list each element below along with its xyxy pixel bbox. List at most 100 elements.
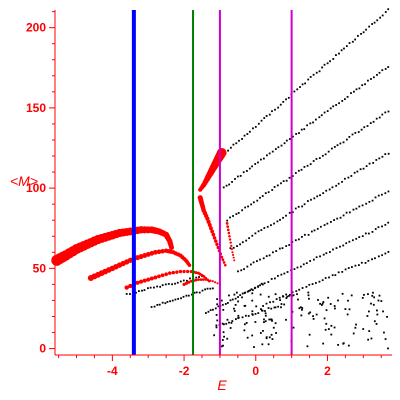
data-point [265, 255, 268, 257]
data-point [164, 283, 167, 286]
data-point [179, 280, 182, 283]
data-point [245, 322, 248, 324]
data-point [221, 339, 224, 341]
data-point [231, 320, 234, 322]
data-point [288, 176, 291, 179]
data-point [256, 199, 259, 202]
data-point [265, 337, 268, 340]
data-point [227, 149, 230, 152]
data-point [319, 225, 322, 228]
data-point [226, 302, 229, 304]
data-point [166, 300, 169, 303]
data-point [293, 90, 296, 93]
data-point [267, 343, 270, 346]
data-point [195, 276, 198, 279]
data-point [373, 21, 376, 24]
data-point [147, 287, 149, 290]
data-point [339, 142, 342, 145]
data-point [269, 301, 271, 304]
data-point [251, 334, 254, 337]
data-point [360, 128, 363, 131]
data-point [129, 293, 131, 295]
data-point [322, 342, 325, 345]
data-point [276, 184, 279, 187]
data-point [141, 289, 143, 292]
data-point [149, 250, 155, 256]
data-point [161, 284, 164, 287]
data-point [307, 233, 310, 236]
data-point [287, 96, 290, 99]
data-point [387, 110, 390, 113]
data-point [377, 226, 380, 229]
data-point [161, 301, 164, 304]
data-point [348, 211, 351, 214]
data-point [247, 205, 249, 208]
data-point [254, 313, 257, 315]
data-point [387, 221, 390, 224]
data-point [323, 317, 326, 320]
data-point [211, 280, 214, 283]
data-point [350, 294, 353, 297]
data-point [246, 290, 249, 293]
data-point [237, 296, 239, 298]
data-point [214, 307, 217, 310]
data-point [257, 230, 260, 233]
data-point [271, 319, 273, 322]
data-point [355, 237, 358, 240]
data-point [301, 205, 304, 208]
data-point [261, 283, 264, 286]
data-point [322, 192, 325, 195]
data-point [352, 208, 355, 211]
data-point [221, 258, 225, 262]
data-point [220, 299, 223, 302]
data-point [322, 253, 325, 256]
data-point [369, 122, 372, 124]
data-point [180, 297, 182, 300]
data-point [272, 326, 275, 329]
data-point [341, 100, 344, 102]
data-point [267, 307, 270, 309]
data-point [241, 209, 244, 212]
data-point [331, 274, 334, 277]
data-point [220, 345, 223, 348]
data-point [297, 205, 300, 208]
data-point [358, 87, 361, 90]
data-point [277, 146, 280, 149]
data-point [370, 302, 372, 305]
data-point [186, 279, 188, 282]
data-point [355, 88, 358, 91]
data-point [341, 180, 343, 183]
data-point [315, 71, 318, 74]
data-point [336, 217, 339, 220]
data-point [176, 281, 179, 284]
data-point [228, 238, 232, 241]
data-point [310, 198, 312, 201]
data-point [312, 73, 315, 76]
data-point [384, 153, 387, 156]
data-point [213, 334, 216, 337]
data-point [199, 278, 203, 281]
data-point [308, 297, 310, 300]
data-point [323, 111, 326, 114]
data-point [251, 234, 254, 237]
data-point [171, 299, 174, 302]
data-point [285, 297, 288, 300]
data-point [300, 168, 303, 171]
data-point [225, 222, 229, 225]
data-point [296, 88, 299, 91]
data-point [372, 291, 374, 294]
data-point [322, 301, 325, 303]
data-point [231, 251, 234, 254]
data-point [246, 336, 249, 339]
data-point [364, 261, 367, 264]
data-point [142, 278, 147, 283]
y-tick-label: 100 [26, 181, 46, 195]
x-tick-label: 2 [324, 364, 331, 378]
data-point [371, 294, 374, 297]
data-point [299, 306, 302, 309]
data-point [351, 239, 354, 242]
data-point [201, 278, 205, 281]
data-point [359, 168, 362, 171]
data-point [238, 139, 240, 142]
data-point [198, 187, 203, 192]
